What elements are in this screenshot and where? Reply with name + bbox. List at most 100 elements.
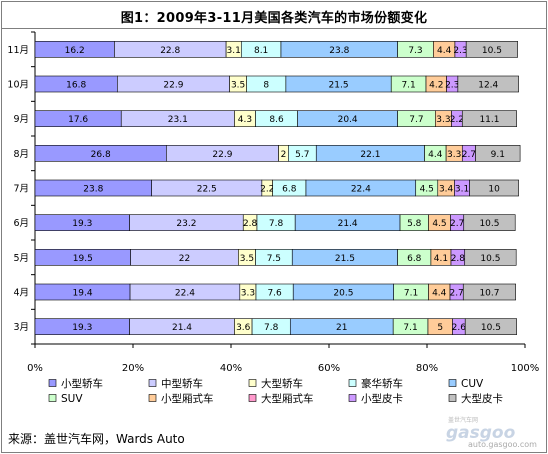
data-label: 4.2 — [429, 81, 443, 91]
data-label: 2.7 — [450, 219, 464, 229]
legend-label: CUV — [461, 378, 484, 390]
data-label: 5.7 — [295, 150, 309, 160]
data-label: 2 — [281, 150, 287, 160]
data-label: 3.1 — [227, 46, 241, 56]
data-label: 12.4 — [478, 81, 498, 91]
bar-segment — [464, 318, 517, 335]
bar-segment — [463, 214, 516, 231]
data-label: 4.5 — [420, 185, 434, 195]
data-label: 22.1 — [360, 150, 380, 160]
x-tick-label: 60% — [318, 363, 340, 374]
legend-label: 小型厢式车 — [161, 392, 214, 405]
data-label: 4.3 — [238, 115, 252, 125]
legend-label: 大型轿车 — [261, 377, 303, 390]
data-label: 16.8 — [66, 81, 86, 91]
data-label: 19.3 — [72, 219, 92, 229]
data-label: 21.5 — [335, 254, 355, 264]
bar-segment — [464, 249, 517, 266]
legend-swatch — [48, 394, 57, 402]
data-label: 2.8 — [243, 219, 258, 229]
data-label: 10.5 — [481, 323, 501, 333]
data-label: 20.4 — [338, 115, 358, 125]
data-label: 3.3 — [436, 115, 450, 125]
data-label: 5 — [437, 323, 443, 333]
data-label: 4.4 — [437, 46, 452, 56]
bar-segment — [469, 179, 519, 197]
data-label: 16.2 — [65, 46, 85, 56]
data-label: 7.1 — [401, 81, 415, 91]
y-tick-label: 10月 — [7, 80, 29, 91]
gasgoo-watermark-logo: 盖世汽车网 gasgoo auto.gasgoo.com — [446, 416, 537, 449]
x-tick-label: 100% — [511, 363, 540, 374]
data-label: 7.1 — [404, 289, 418, 299]
legend-swatch — [348, 394, 357, 402]
data-label: 3.5 — [240, 254, 254, 264]
data-label: 8 — [263, 81, 269, 91]
data-label: 23.8 — [329, 46, 349, 56]
data-label: 7.6 — [267, 289, 282, 299]
data-label: 7.8 — [269, 219, 284, 229]
data-label: 2.6 — [452, 323, 467, 333]
title-divider — [2, 28, 546, 29]
data-label: 7.7 — [409, 115, 423, 125]
stacked-bar-chart: 11月 10月 9月 8月 7月 6月 5月 4月 3月 0% 20% 40% 60% 80% 100% 16… — [7, 31, 540, 405]
data-label: 19.4 — [73, 289, 93, 299]
svg-text:gasgoo: gasgoo — [446, 423, 516, 443]
x-tick-label: 0% — [27, 363, 43, 374]
data-label: 10.5 — [480, 254, 500, 264]
x-tick-label: 40% — [220, 363, 242, 374]
data-label: 2.8 — [451, 254, 466, 264]
legend-swatch — [48, 379, 57, 387]
x-tick-label: 20% — [122, 363, 144, 374]
legend-swatch — [348, 379, 357, 387]
data-label: 19.5 — [73, 254, 93, 264]
legend-swatch — [448, 379, 457, 387]
source-note: 来源：盖世汽车网，Wards Auto — [8, 432, 185, 446]
data-label: 21.4 — [338, 219, 358, 229]
legend-label: 大型皮卡 — [461, 392, 503, 405]
legend-label: 小型皮卡 — [361, 392, 403, 405]
data-label: 2.7 — [449, 289, 463, 299]
data-label: 17.6 — [68, 115, 88, 125]
legend-label: 大型厢式车 — [261, 392, 314, 405]
data-label: 22.4 — [175, 289, 195, 299]
bar-segment — [475, 145, 521, 162]
data-label: 22.8 — [160, 46, 180, 56]
data-label: 19.3 — [72, 323, 92, 333]
x-tick-label: 80% — [416, 363, 438, 374]
data-label: 11.1 — [479, 115, 499, 125]
data-label: 5.8 — [407, 219, 422, 229]
data-label: 10 — [488, 185, 500, 195]
legend-label: 小型轿车 — [61, 377, 103, 390]
bar-segment — [465, 41, 518, 58]
data-label: 9.1 — [491, 150, 505, 160]
svg-text:盖世汽车网: 盖世汽车网 — [448, 416, 478, 424]
y-tick-label: 4月 — [13, 288, 29, 299]
legend-swatch — [448, 394, 457, 402]
data-label: 23.2 — [176, 219, 196, 229]
data-label: 6.8 — [282, 185, 297, 195]
data-label: 23.1 — [168, 115, 188, 125]
y-tick-label: 7月 — [13, 184, 29, 195]
data-label: 3.6 — [236, 323, 251, 333]
data-label: 8.1 — [254, 46, 268, 56]
data-label: 21.4 — [172, 323, 192, 333]
data-label: 3.3 — [447, 150, 461, 160]
data-label: 7.3 — [408, 46, 422, 56]
data-label: 3.1 — [455, 185, 469, 195]
data-label: 10.7 — [479, 289, 499, 299]
data-label: 4.4 — [432, 289, 447, 299]
data-label: 3.3 — [241, 289, 255, 299]
data-label: 2.2 — [260, 185, 274, 195]
data-label: 7.8 — [264, 323, 279, 333]
data-label: 3.4 — [439, 185, 454, 195]
y-tick-label: 5月 — [13, 253, 29, 264]
data-label: 7.5 — [267, 254, 281, 264]
data-label: 10.5 — [479, 219, 499, 229]
legend-swatch — [148, 394, 157, 402]
data-label: 4.1 — [434, 254, 448, 264]
y-tick-label: 11月 — [7, 45, 29, 56]
bar-segment — [457, 75, 519, 93]
data-label: 4.4 — [428, 150, 443, 160]
legend-label: 中型轿车 — [161, 377, 203, 390]
